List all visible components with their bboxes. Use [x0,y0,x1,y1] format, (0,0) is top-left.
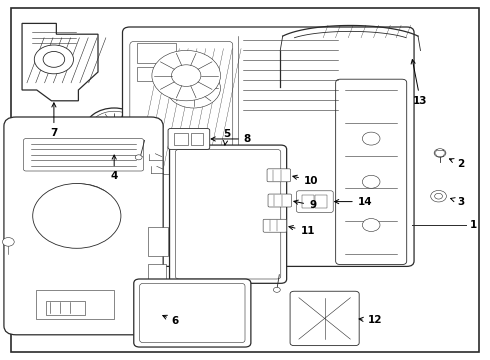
Circle shape [181,79,206,97]
Circle shape [33,184,121,248]
FancyBboxPatch shape [168,129,210,149]
Text: 10: 10 [293,175,318,186]
Circle shape [109,126,119,133]
Circle shape [2,238,14,246]
Bar [174,133,188,145]
FancyBboxPatch shape [134,279,251,347]
Text: 12: 12 [359,315,382,325]
Circle shape [135,155,142,160]
Circle shape [70,228,79,235]
Circle shape [92,147,99,152]
Bar [137,67,162,81]
Circle shape [89,111,139,148]
Circle shape [87,186,97,193]
FancyBboxPatch shape [267,169,291,182]
Text: 6: 6 [163,315,179,326]
Bar [191,133,203,145]
Bar [46,301,85,315]
Text: 2: 2 [449,159,464,169]
Circle shape [273,287,280,292]
FancyBboxPatch shape [4,117,163,335]
Polygon shape [22,23,98,101]
FancyBboxPatch shape [268,194,292,207]
FancyBboxPatch shape [122,27,414,266]
Text: 1: 1 [470,220,477,230]
Circle shape [362,219,380,231]
FancyBboxPatch shape [263,219,287,232]
Bar [302,195,314,208]
Text: 11: 11 [289,226,315,236]
Bar [148,227,168,256]
Circle shape [362,175,380,188]
Bar [36,290,114,319]
Circle shape [104,200,114,207]
Circle shape [167,68,220,108]
Circle shape [43,51,65,67]
Bar [315,195,327,208]
Circle shape [85,108,144,151]
FancyBboxPatch shape [170,145,287,283]
Circle shape [47,203,57,211]
Circle shape [152,50,220,101]
Circle shape [362,132,380,145]
FancyBboxPatch shape [140,283,245,343]
Text: 14: 14 [335,197,372,207]
FancyBboxPatch shape [24,139,144,171]
Text: 13: 13 [411,60,428,106]
FancyBboxPatch shape [130,41,233,175]
Circle shape [431,190,446,202]
Circle shape [61,188,71,195]
Circle shape [34,45,74,74]
FancyBboxPatch shape [336,79,407,265]
Text: 7: 7 [50,103,58,138]
Text: 3: 3 [451,197,464,207]
Circle shape [61,195,100,224]
Bar [137,43,176,63]
Text: 5: 5 [223,129,230,145]
Text: 8: 8 [211,134,251,144]
Circle shape [172,65,201,86]
FancyBboxPatch shape [296,191,333,212]
Circle shape [97,221,107,229]
Text: 9: 9 [294,200,316,210]
Text: 4: 4 [110,155,118,181]
Circle shape [434,149,446,157]
Circle shape [435,193,442,199]
Bar [148,264,166,286]
Circle shape [46,184,116,236]
FancyBboxPatch shape [290,291,359,346]
FancyBboxPatch shape [175,149,281,279]
